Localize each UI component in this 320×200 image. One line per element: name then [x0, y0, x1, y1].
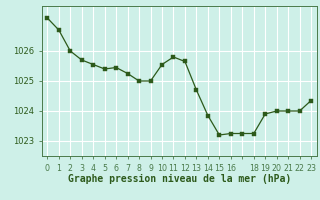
- X-axis label: Graphe pression niveau de la mer (hPa): Graphe pression niveau de la mer (hPa): [68, 174, 291, 184]
